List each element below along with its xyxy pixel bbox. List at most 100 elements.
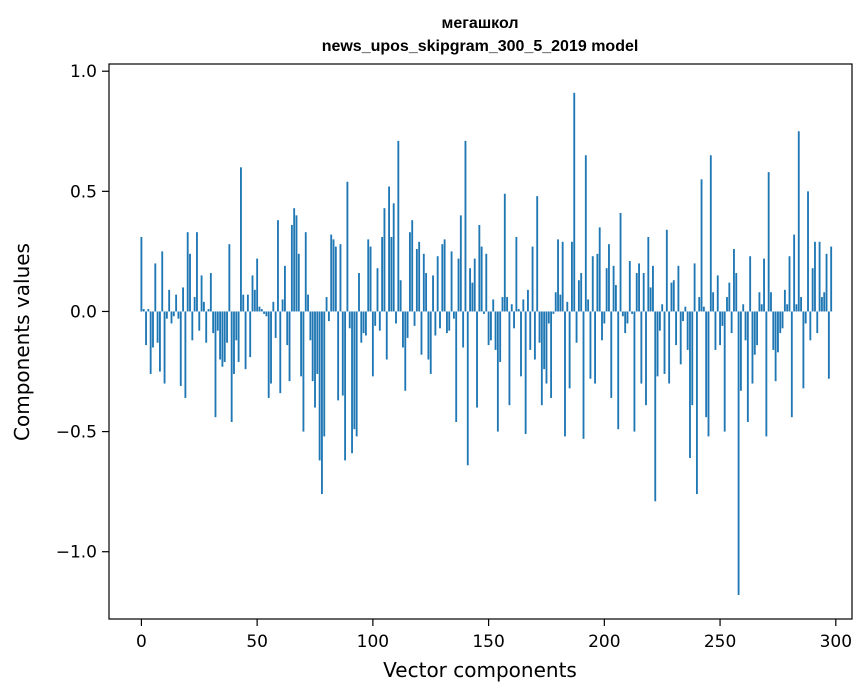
bar-27 [202,301,205,312]
bar-155 [499,311,502,362]
bar-103 [378,311,381,331]
bar-252 [723,311,726,432]
bar-28 [205,311,208,343]
bar-154 [496,311,499,432]
bar-72 [307,294,309,312]
bar-158 [506,297,509,312]
bar-146 [478,224,481,312]
bar-36 [223,311,226,362]
bar-294 [820,297,823,312]
bar-244 [705,311,708,418]
plot-area-frame [108,63,853,620]
bar-211 [628,261,631,312]
bar-197 [596,253,599,312]
bar-34 [219,311,222,360]
bar-181 [559,294,562,312]
bar-229 [670,282,673,312]
bar-75 [314,311,316,408]
bar-162 [515,236,518,312]
bar-19 [184,311,187,398]
bar-30 [209,273,212,312]
bar-271 [767,172,770,312]
bar-216 [640,311,643,384]
bar-277 [781,311,784,329]
bar-151 [489,311,492,341]
bar-259 [739,311,742,391]
bar-102 [376,268,379,312]
bar-234 [682,311,684,322]
bar-110 [395,311,397,324]
bar-174 [543,311,546,370]
bar-255 [730,311,733,334]
bar-145 [476,311,478,408]
bar-20 [186,232,189,312]
bar-148 [483,311,485,314]
bar-92 [353,311,356,430]
bar-243 [702,306,705,312]
bar-288 [807,191,809,312]
bar-39 [230,311,233,422]
bar-290 [811,268,814,312]
bar-198 [598,227,601,312]
bar-236 [686,311,689,350]
y-tick-label-0: −1.0 [56,543,97,563]
bar-69 [300,311,303,377]
bar-113 [402,311,404,348]
bar-279 [786,304,789,312]
bar-125 [429,311,432,374]
bar-237 [689,311,691,459]
bar-129 [439,311,441,329]
bar-77 [318,311,321,461]
bar-187 [573,92,576,312]
bar-223 [656,311,659,377]
bar-22 [191,311,194,341]
bar-100 [371,311,374,377]
bar-221 [652,265,654,312]
bar-150 [487,311,490,346]
bar-52 [260,309,263,312]
chart-title-line-1: мегашкол [442,15,519,32]
bar-235 [684,306,687,312]
bar-144 [473,258,476,312]
x-tick-label-0: 0 [136,632,147,652]
bar-61 [281,299,284,312]
bar-179 [554,292,557,312]
bar-137 [457,258,460,312]
x-tick-label-150: 150 [472,632,504,652]
bar-134 [450,251,453,312]
bar-253 [726,297,728,312]
bar-245 [707,311,710,437]
bar-213 [633,311,636,432]
bar-85 [337,311,340,401]
y-axis-ticks: −1.0 −0.5 0.0 0.5 1.0 [56,62,109,563]
bar-284 [797,131,800,312]
bar-281 [790,311,793,418]
bar-126 [432,275,434,312]
bar-139 [462,311,465,348]
bar-159 [508,311,511,406]
bar-1 [142,309,145,312]
bar-218 [645,311,647,406]
bar-116 [408,232,411,312]
bar-121 [420,311,423,355]
bar-261 [744,311,747,341]
bar-249 [716,275,719,312]
bar-210 [626,311,629,324]
bar-280 [788,256,791,312]
bar-272 [770,292,772,312]
bar-0 [140,236,143,312]
bar-200 [603,311,606,324]
bar-24 [196,232,198,312]
bar-231 [675,311,678,346]
bar-171 [536,196,539,312]
bar-276 [779,311,782,334]
bar-18 [182,287,184,312]
bar-190 [580,273,583,312]
bar-227 [665,229,668,312]
bar-194 [589,311,592,379]
bar-240 [695,311,698,495]
bar-175 [545,311,548,384]
bar-84 [334,246,337,312]
bar-33 [216,311,219,331]
bar-105 [383,208,386,312]
